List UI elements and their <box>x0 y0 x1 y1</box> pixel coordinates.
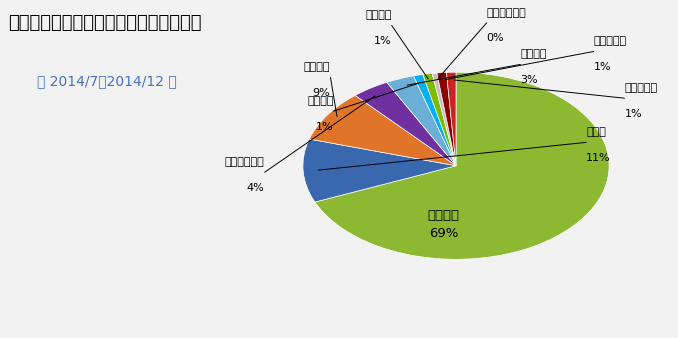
Text: （ 2014/7～2014/12 ）: （ 2014/7～2014/12 ） <box>37 74 177 88</box>
Wedge shape <box>446 72 456 166</box>
Wedge shape <box>387 76 456 166</box>
Text: 1%: 1% <box>624 108 642 119</box>
Text: 侵入盗: 侵入盗 <box>586 127 606 137</box>
Text: 4%: 4% <box>247 183 264 193</box>
Text: オートバイ盗: オートバイ盗 <box>225 157 264 167</box>
Text: 自転車盗: 自転車盗 <box>428 209 460 222</box>
Text: 車上狙い: 車上狙い <box>304 62 330 72</box>
Text: 0%: 0% <box>487 33 504 43</box>
Text: 1%: 1% <box>374 36 392 46</box>
Text: 11%: 11% <box>586 153 611 163</box>
Text: 表１．おゆみ野内での犯罪種別毎発生率: 表１．おゆみ野内での犯罪種別毎発生率 <box>8 14 201 31</box>
Wedge shape <box>437 72 456 166</box>
Text: 自販機荒らし: 自販機荒らし <box>487 8 526 18</box>
Wedge shape <box>315 72 609 259</box>
Text: 自動車盗: 自動車盗 <box>307 96 334 106</box>
Text: 9%: 9% <box>313 88 330 98</box>
Wedge shape <box>414 74 456 166</box>
Text: 1%: 1% <box>594 62 612 72</box>
Wedge shape <box>309 95 456 166</box>
Text: 部品狙い: 部品狙い <box>520 49 547 59</box>
Text: 3%: 3% <box>520 75 538 85</box>
Wedge shape <box>355 82 456 166</box>
Text: 69%: 69% <box>429 227 458 240</box>
Text: 1%: 1% <box>316 122 334 131</box>
Text: 路上強盗: 路上強盗 <box>365 10 392 20</box>
Wedge shape <box>423 73 456 166</box>
Wedge shape <box>432 73 456 166</box>
Text: 振込め詐欺: 振込め詐欺 <box>594 36 627 46</box>
Wedge shape <box>303 139 456 202</box>
Text: ひったくり: ひったくり <box>624 83 658 93</box>
